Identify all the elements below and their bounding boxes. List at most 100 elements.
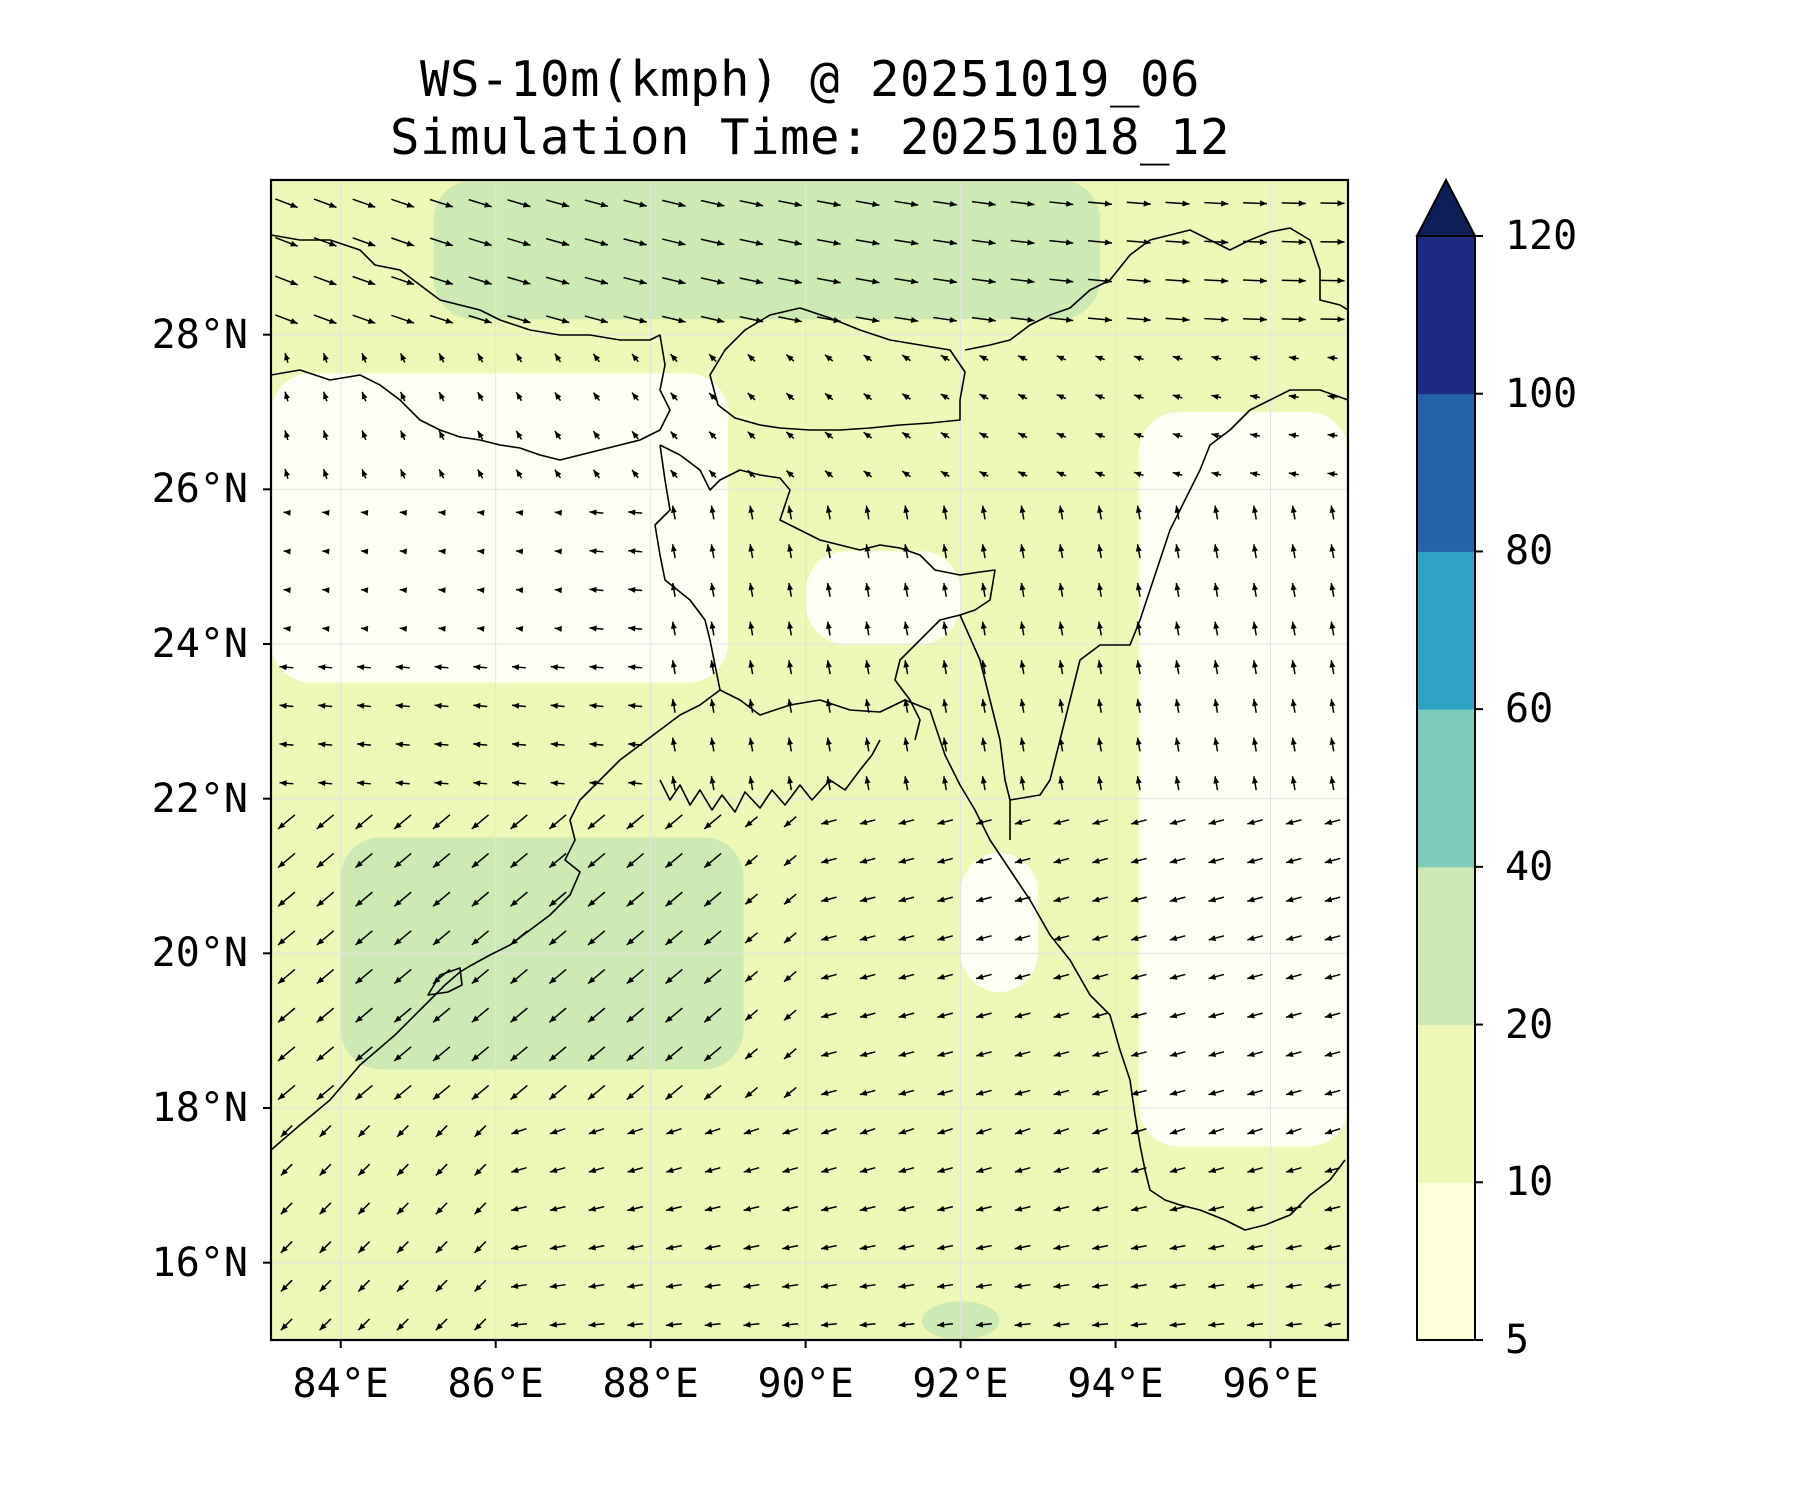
- wind-arrow: [477, 625, 485, 632]
- wind-arrow: [748, 776, 755, 791]
- speed-zone-1: [433, 180, 1101, 320]
- wind-arrow: [665, 1205, 682, 1212]
- map-title-line-2: Simulation Time: 20251018_12: [389, 109, 1230, 166]
- wind-arrow: [1324, 1205, 1341, 1212]
- wind-arrow: [662, 315, 686, 324]
- wind-arrow: [1058, 582, 1065, 597]
- wind-arrow: [709, 660, 716, 675]
- wind-arrow: [628, 625, 643, 632]
- wind-arrow: [1053, 1127, 1070, 1135]
- wind-arrow: [783, 816, 797, 828]
- wind-arrow: [744, 1086, 758, 1099]
- wind-arrow: [1211, 355, 1222, 362]
- wind-arrow: [393, 968, 412, 985]
- wind-arrow: [1285, 973, 1302, 980]
- wind-arrow: [316, 891, 335, 907]
- wind-arrow: [1014, 1205, 1031, 1212]
- wind-arrow: [747, 392, 756, 401]
- wind-arrow: [628, 780, 643, 787]
- wind-arrow: [277, 891, 296, 907]
- wind-arrow: [510, 1244, 527, 1251]
- wind-arrow: [277, 1007, 296, 1023]
- wind-arrow: [1014, 857, 1031, 864]
- wind-arrow: [703, 814, 722, 830]
- wind-arrow: [275, 275, 298, 286]
- wind-arrow: [319, 1163, 332, 1177]
- wind-arrow: [548, 1046, 567, 1062]
- wind-arrow: [1252, 505, 1258, 520]
- wind-arrow: [1053, 935, 1070, 942]
- wind-arrow: [942, 621, 949, 636]
- wind-arrow: [703, 852, 722, 869]
- wind-arrow: [820, 935, 837, 942]
- wind-arrow: [631, 392, 639, 401]
- wind-arrow: [1285, 1321, 1302, 1328]
- wind-arrow: [1092, 1321, 1109, 1328]
- wind-arrow: [279, 780, 294, 787]
- wind-arrow: [396, 1318, 409, 1331]
- wind-arrow: [355, 930, 373, 946]
- wind-arrow: [626, 852, 645, 869]
- wind-arrow: [1249, 471, 1261, 478]
- wind-arrow: [435, 1279, 448, 1293]
- wind-arrow: [975, 1321, 992, 1328]
- wind-arrow: [400, 468, 407, 479]
- wind-arrow: [318, 741, 333, 748]
- speed-zone-5: [805, 551, 961, 644]
- wind-arrow: [357, 1241, 371, 1254]
- wind-arrow: [471, 891, 490, 907]
- wind-arrow: [700, 199, 725, 208]
- wind-arrow: [1208, 1205, 1225, 1212]
- wind-arrow: [435, 1163, 448, 1177]
- map-gridlines: [271, 180, 1348, 1340]
- wind-arrow: [937, 1012, 954, 1019]
- wind-arrow: [670, 469, 678, 479]
- wind-arrow: [942, 660, 949, 675]
- wind-arrow: [1169, 1127, 1186, 1135]
- wind-arrow: [1135, 582, 1142, 597]
- wind-arrow: [894, 200, 919, 207]
- wind-arrow: [864, 698, 871, 713]
- wind-arrow: [1019, 660, 1026, 675]
- wind-arrow: [785, 354, 795, 362]
- wind-arrow: [432, 814, 451, 830]
- wind-arrow: [747, 431, 756, 440]
- bangladesh-border: [659, 444, 996, 741]
- wind-arrow: [510, 891, 528, 907]
- wind-arrow: [816, 238, 841, 246]
- wind-arrow: [1014, 1244, 1031, 1251]
- wind-arrow: [360, 625, 369, 632]
- wind-arrow: [318, 780, 333, 787]
- wind-arrow: [473, 664, 488, 671]
- wind-arrow: [704, 1166, 721, 1174]
- wind-arrow: [971, 239, 996, 246]
- wind-arrow: [782, 1321, 799, 1328]
- wind-arrow: [744, 1048, 758, 1060]
- wind-arrow: [1169, 1089, 1186, 1096]
- wind-arrow: [855, 239, 880, 246]
- wind-arrow: [1327, 393, 1338, 400]
- wind-arrow: [1135, 698, 1142, 713]
- wind-arrow: [1169, 819, 1186, 826]
- wind-arrow: [313, 237, 337, 247]
- wind-arrow: [748, 660, 755, 675]
- wind-arrow: [1208, 896, 1225, 903]
- colorbar-segment: [1417, 709, 1475, 868]
- wind-arrow: [275, 236, 298, 247]
- wind-speed-fill: [271, 180, 1348, 1340]
- wind-arrow: [859, 973, 876, 980]
- wind-arrow: [434, 702, 449, 709]
- wind-arrow: [313, 275, 337, 286]
- wind-arrow: [855, 200, 880, 208]
- wind-arrow: [361, 352, 368, 363]
- wind-arrow: [1329, 544, 1336, 559]
- wind-arrow: [1053, 896, 1070, 903]
- wind-arrow: [322, 625, 330, 632]
- wind-arrow: [1247, 1012, 1263, 1019]
- wind-arrow: [548, 1084, 567, 1101]
- wind-arrow: [473, 702, 488, 709]
- wind-arrow: [1290, 621, 1297, 636]
- wind-arrow: [284, 391, 290, 402]
- wind-arrow: [1092, 1012, 1108, 1019]
- wind-arrow: [1092, 857, 1108, 864]
